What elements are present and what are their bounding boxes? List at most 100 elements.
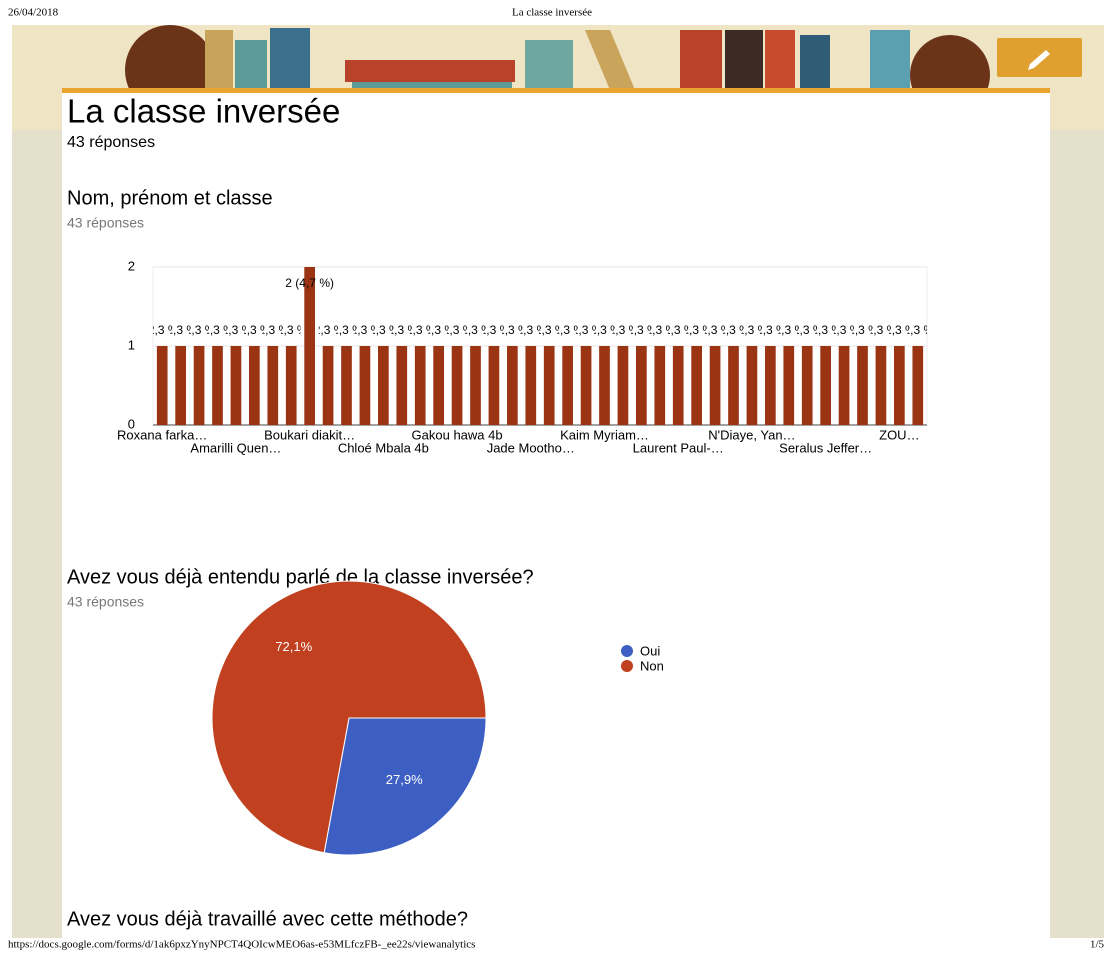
bar — [414, 346, 426, 425]
bar — [857, 346, 868, 425]
x-tick-label: Amarilli Quen… — [190, 440, 281, 455]
data-label: 1 (2,3 %) — [539, 323, 588, 337]
data-label-clip: 1 (2,3 %) — [522, 323, 540, 337]
data-label: 1 (2,3 %) — [613, 323, 662, 337]
data-label-clip: 1 (2,3 %) — [134, 323, 183, 337]
data-label: 1 (2,3 %) — [558, 323, 607, 337]
data-label: 1 (2,3 %) — [816, 323, 865, 337]
data-label-clip: 1 (2,3 %) — [208, 323, 257, 337]
bar — [249, 346, 260, 425]
bar — [470, 346, 481, 425]
bar — [783, 346, 795, 425]
bar — [691, 346, 702, 425]
response-count: 43 réponses — [67, 134, 155, 151]
bar — [746, 346, 758, 425]
data-label: 1 (2,3 %) — [410, 323, 459, 337]
data-label-clip: 1 (2,3 %) — [779, 323, 828, 337]
data-label-clip: 1 (2,3 %) — [411, 323, 429, 337]
bar — [599, 346, 610, 425]
bar — [212, 346, 223, 425]
data-label-clip: 1 (2,3 %) — [780, 323, 798, 337]
data-label-clip: 1 (2,3 %) — [613, 323, 662, 337]
data-label-clip: 1 (2,3 %) — [208, 323, 226, 337]
data-label: 1 (2,3 %) — [521, 323, 570, 337]
x-tick-label: ZOU… — [879, 427, 919, 442]
data-label: 1 (2,3 %) — [595, 323, 644, 337]
data-label-clip: 1 (2,3 %) — [742, 323, 791, 337]
bar — [617, 346, 629, 425]
bar — [451, 346, 463, 425]
data-label: 1 (2,3 %) — [668, 323, 717, 337]
data-label: 1 (2,3 %) — [742, 323, 791, 337]
data-label: 1 (2,3 %) — [724, 323, 773, 337]
data-label: 1 (2,3 %) — [355, 323, 404, 337]
data-label-clip: 1 (2,3 %) — [337, 323, 355, 337]
data-label: 1 (2,3 %) — [208, 323, 257, 337]
data-label: 1 (2,3 %) — [705, 323, 754, 337]
question-responses: 43 réponses — [67, 215, 144, 231]
question-responses: 43 réponses — [67, 594, 144, 610]
bar — [230, 346, 242, 425]
data-label: 1 (2,3 %) — [171, 323, 220, 337]
x-tick-label: Jade Mootho… — [487, 440, 575, 455]
bar — [396, 346, 408, 425]
data-label: 1 (2,3 %) — [631, 323, 680, 337]
legend-label: Oui — [640, 643, 660, 658]
data-label: 1 (2,3 %) — [300, 323, 349, 337]
bar — [433, 346, 444, 425]
data-label-clip: 1 (2,3 %) — [171, 323, 220, 337]
bar — [156, 346, 168, 425]
bar — [378, 346, 389, 425]
bar — [894, 346, 905, 425]
x-tick-label: Chloé Mbala 4b — [338, 440, 429, 455]
data-label-clip: 1 (2,3 %) — [595, 323, 644, 337]
data-label: 1 (2,3 %) — [779, 323, 828, 337]
data-label-clip: 1 (2,3 %) — [909, 323, 927, 337]
data-label: 1 (2,3 %) — [466, 323, 515, 337]
print-title: La classe inversée — [512, 7, 592, 19]
data-label: 1 (2,3 %) — [650, 323, 699, 337]
bar — [580, 346, 592, 425]
data-label-clip: 1 (2,3 %) — [410, 323, 459, 337]
data-label-clip: 1 (2,3 %) — [871, 323, 920, 337]
data-label-clip: 1 (2,3 %) — [539, 323, 588, 337]
data-label-clip: 1 (2,3 %) — [668, 323, 717, 337]
bar — [285, 346, 297, 425]
pie-chart: 27,9% Oui 72,1% Non — [211, 580, 664, 856]
print-url: https://docs.google.com/forms/d/1ak6pxzY… — [8, 939, 475, 951]
data-label: 1 (2,3 %) — [373, 323, 422, 337]
data-label: 1 (2,3 %) — [797, 323, 846, 337]
data-label-clip: 1 (2,3 %) — [558, 323, 607, 337]
print-date: 26/04/2018 — [8, 7, 59, 19]
edit-icon — [1028, 50, 1050, 70]
data-label: 1 (2,3 %) — [853, 323, 902, 337]
bar — [838, 346, 850, 425]
card-accent — [62, 88, 1050, 93]
data-label: 1 (2,3 %) — [484, 323, 533, 337]
bar — [709, 346, 721, 425]
print-page-number: 1/5 — [1090, 939, 1104, 951]
data-label: 1 (2,3 %) — [871, 323, 920, 337]
x-tick-label: Boukari diakit… — [264, 427, 355, 442]
data-label-clip: 1 (2,3 %) — [466, 323, 484, 337]
form-card — [62, 88, 1050, 951]
data-label: 1 (2,3 %) — [152, 323, 201, 337]
data-label-clip: 1 (2,3 %) — [282, 323, 300, 337]
bar — [672, 346, 684, 425]
data-label-clip: 1 (2,3 %) — [152, 323, 201, 337]
bar — [359, 346, 371, 425]
bar — [488, 346, 500, 425]
data-label-clip: 1 (2,3 %) — [466, 323, 515, 337]
x-tick-label: Kaim Myriam… — [560, 427, 649, 442]
print-header-bg — [0, 0, 1104, 24]
y-tick-label: 0 — [128, 416, 135, 431]
y-tick-label: 1 — [128, 337, 135, 352]
bar — [175, 346, 186, 425]
data-label-clip: 1 (2,3 %) — [264, 323, 282, 337]
data-label-clip: 1 (2,3 %) — [834, 323, 883, 337]
data-label-clip: 1 (2,3 %) — [484, 323, 533, 337]
data-label: 1 (2,3 %) — [834, 323, 883, 337]
data-label: 1 (2,3 %) — [134, 323, 183, 337]
bar — [525, 346, 537, 425]
